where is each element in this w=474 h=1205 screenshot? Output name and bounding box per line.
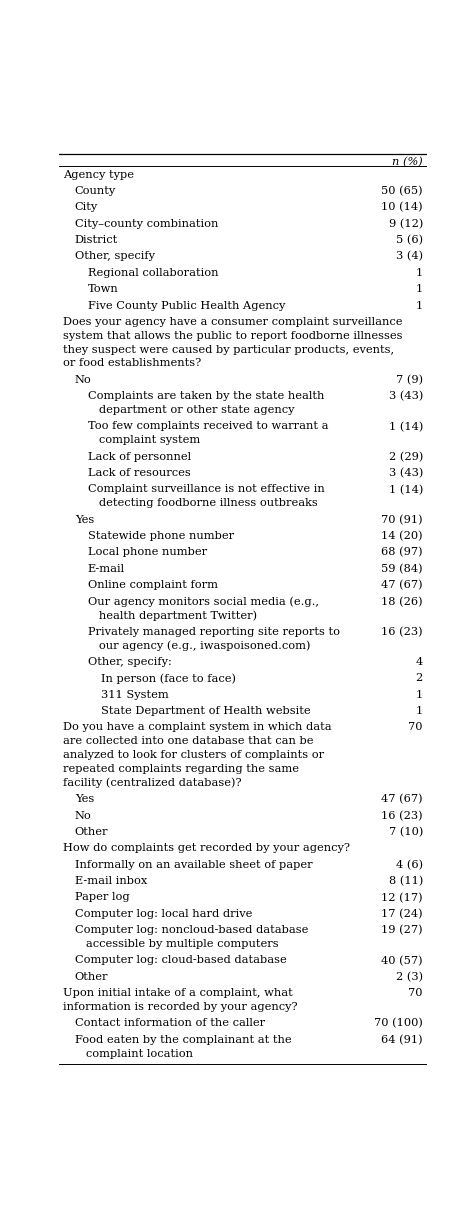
Text: County: County: [75, 186, 116, 196]
Text: Contact information of the caller: Contact information of the caller: [75, 1018, 265, 1028]
Text: 17 (24): 17 (24): [381, 909, 423, 919]
Text: 70 (91): 70 (91): [381, 515, 423, 525]
Text: Lack of personnel: Lack of personnel: [88, 452, 191, 462]
Text: Too few complaints received to warrant a: Too few complaints received to warrant a: [88, 422, 328, 431]
Text: 12 (17): 12 (17): [381, 893, 423, 903]
Text: 59 (84): 59 (84): [381, 564, 423, 574]
Text: 311 System: 311 System: [101, 689, 169, 700]
Text: health department Twitter): health department Twitter): [88, 611, 257, 621]
Text: Other: Other: [75, 827, 108, 837]
Text: detecting foodborne illness outbreaks: detecting foodborne illness outbreaks: [88, 499, 318, 509]
Text: Informally on an available sheet of paper: Informally on an available sheet of pape…: [75, 859, 312, 870]
Text: No: No: [75, 375, 91, 384]
Text: Online complaint form: Online complaint form: [88, 580, 218, 590]
Text: No: No: [75, 811, 91, 821]
Text: they suspect were caused by particular products, events,: they suspect were caused by particular p…: [63, 345, 394, 354]
Text: E-mail: E-mail: [88, 564, 125, 574]
Text: 47 (67): 47 (67): [381, 794, 423, 805]
Text: Food eaten by the complainant at the: Food eaten by the complainant at the: [75, 1035, 292, 1045]
Text: How do complaints get recorded by your agency?: How do complaints get recorded by your a…: [63, 844, 350, 853]
Text: Town: Town: [88, 284, 118, 294]
Text: Yes: Yes: [75, 794, 94, 804]
Text: Other, specify: Other, specify: [75, 252, 155, 261]
Text: Our agency monitors social media (e.g.,: Our agency monitors social media (e.g.,: [88, 596, 319, 607]
Text: 1 (14): 1 (14): [389, 484, 423, 495]
Text: complaint location: complaint location: [75, 1048, 192, 1059]
Text: 18 (26): 18 (26): [381, 596, 423, 607]
Text: 68 (97): 68 (97): [381, 547, 423, 558]
Text: 7 (10): 7 (10): [389, 827, 423, 837]
Text: 1: 1: [416, 268, 423, 278]
Text: system that allows the public to report foodborne illnesses: system that allows the public to report …: [63, 330, 402, 341]
Text: 70 (100): 70 (100): [374, 1018, 423, 1029]
Text: 70: 70: [409, 988, 423, 998]
Text: or food establishments?: or food establishments?: [63, 359, 201, 369]
Text: accessible by multiple computers: accessible by multiple computers: [75, 939, 278, 950]
Text: 3 (43): 3 (43): [389, 468, 423, 478]
Text: Does your agency have a consumer complaint surveillance: Does your agency have a consumer complai…: [63, 317, 402, 327]
Text: our agency (e.g., iwaspoisoned.com): our agency (e.g., iwaspoisoned.com): [88, 641, 310, 651]
Text: City: City: [75, 202, 98, 212]
Text: 50 (65): 50 (65): [381, 186, 423, 196]
Text: Computer log: local hard drive: Computer log: local hard drive: [75, 909, 252, 919]
Text: City–county combination: City–county combination: [75, 218, 218, 229]
Text: are collected into one database that can be: are collected into one database that can…: [63, 736, 313, 746]
Text: repeated complaints regarding the same: repeated complaints regarding the same: [63, 764, 299, 774]
Text: Do you have a complaint system in which data: Do you have a complaint system in which …: [63, 723, 331, 733]
Text: 4 (6): 4 (6): [396, 859, 423, 870]
Text: n (%): n (%): [392, 157, 423, 167]
Text: 2 (29): 2 (29): [389, 452, 423, 462]
Text: 1: 1: [416, 689, 423, 700]
Text: Computer log: cloud-based database: Computer log: cloud-based database: [75, 956, 286, 965]
Text: facility (centralized database)?: facility (centralized database)?: [63, 778, 242, 788]
Text: 1 (14): 1 (14): [389, 422, 423, 431]
Text: 16 (23): 16 (23): [381, 627, 423, 637]
Text: Yes: Yes: [75, 515, 94, 524]
Text: 64 (91): 64 (91): [381, 1035, 423, 1045]
Text: Complaints are taken by the state health: Complaints are taken by the state health: [88, 392, 324, 401]
Text: Five County Public Health Agency: Five County Public Health Agency: [88, 300, 285, 311]
Text: In person (face to face): In person (face to face): [101, 674, 236, 684]
Text: 3 (4): 3 (4): [396, 252, 423, 261]
Text: 2: 2: [416, 674, 423, 683]
Text: department or other state agency: department or other state agency: [88, 405, 294, 415]
Text: 5 (6): 5 (6): [396, 235, 423, 246]
Text: 7 (9): 7 (9): [396, 375, 423, 386]
Text: 8 (11): 8 (11): [389, 876, 423, 887]
Text: 47 (67): 47 (67): [381, 580, 423, 590]
Text: State Department of Health website: State Department of Health website: [101, 706, 311, 716]
Text: District: District: [75, 235, 118, 245]
Text: Local phone number: Local phone number: [88, 547, 207, 558]
Text: 14 (20): 14 (20): [381, 531, 423, 541]
Text: 70: 70: [409, 723, 423, 733]
Text: E-mail inbox: E-mail inbox: [75, 876, 147, 886]
Text: 3 (43): 3 (43): [389, 392, 423, 401]
Text: Statewide phone number: Statewide phone number: [88, 531, 234, 541]
Text: 1: 1: [416, 300, 423, 311]
Text: 19 (27): 19 (27): [381, 925, 423, 935]
Text: Computer log: noncloud-based database: Computer log: noncloud-based database: [75, 925, 308, 935]
Text: 2 (3): 2 (3): [396, 971, 423, 982]
Text: Lack of resources: Lack of resources: [88, 468, 191, 478]
Text: Other, specify:: Other, specify:: [88, 657, 172, 668]
Text: Upon initial intake of a complaint, what: Upon initial intake of a complaint, what: [63, 988, 292, 998]
Text: 1: 1: [416, 284, 423, 294]
Text: analyzed to look for clusters of complaints or: analyzed to look for clusters of complai…: [63, 751, 324, 760]
Text: complaint system: complaint system: [88, 435, 200, 446]
Text: 4: 4: [416, 657, 423, 668]
Text: 16 (23): 16 (23): [381, 811, 423, 821]
Text: Regional collaboration: Regional collaboration: [88, 268, 219, 278]
Text: 1: 1: [416, 706, 423, 716]
Text: Paper log: Paper log: [75, 893, 129, 903]
Text: Privately managed reporting site reports to: Privately managed reporting site reports…: [88, 627, 340, 636]
Text: 40 (57): 40 (57): [381, 956, 423, 965]
Text: 9 (12): 9 (12): [389, 218, 423, 229]
Text: Complaint surveillance is not effective in: Complaint surveillance is not effective …: [88, 484, 325, 494]
Text: information is recorded by your agency?: information is recorded by your agency?: [63, 1003, 298, 1012]
Text: Other: Other: [75, 971, 108, 982]
Text: 10 (14): 10 (14): [381, 202, 423, 212]
Text: Agency type: Agency type: [63, 170, 134, 180]
